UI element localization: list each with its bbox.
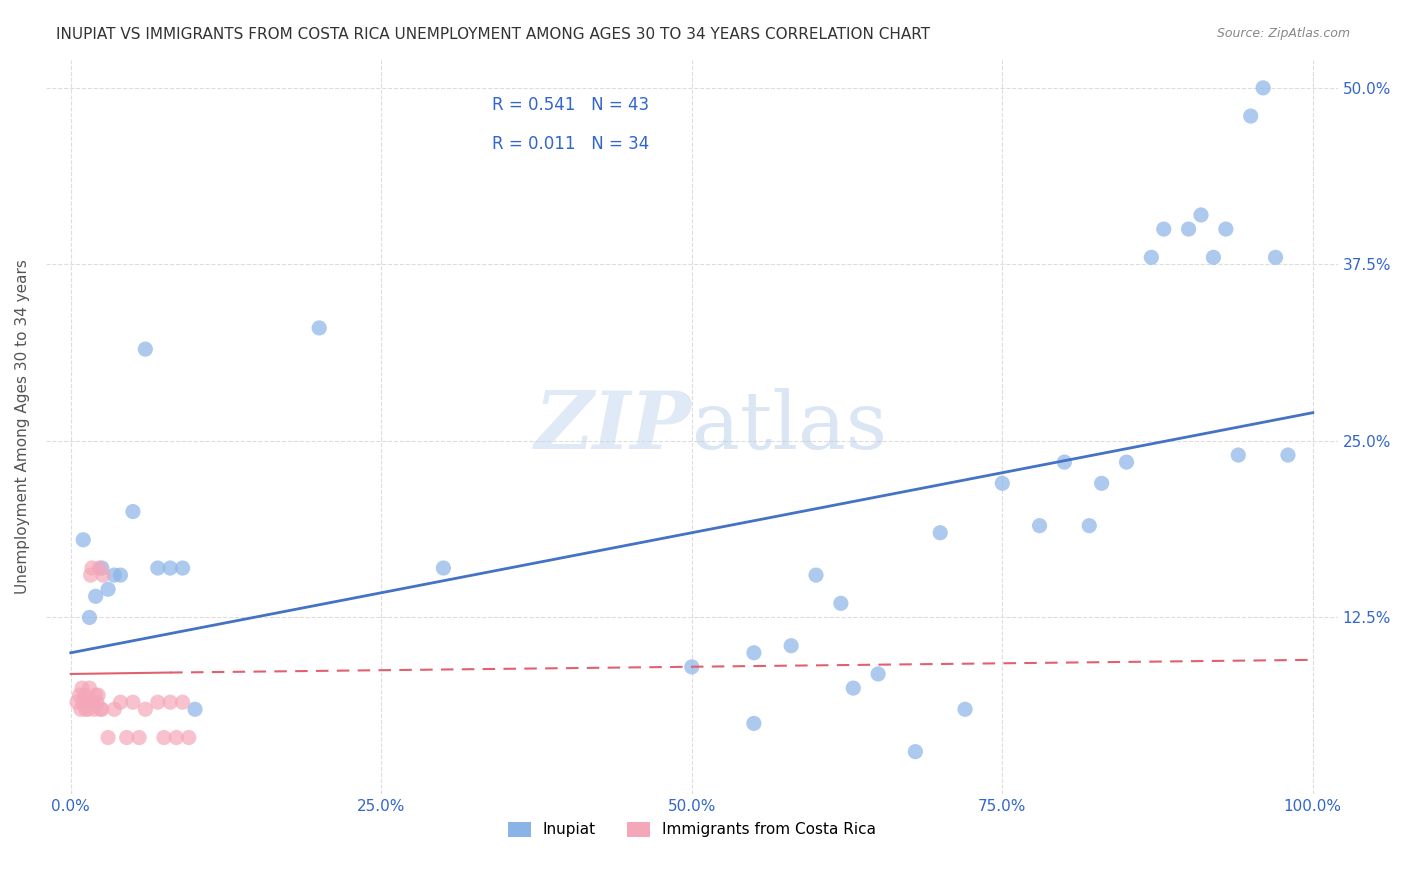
Point: [79, 568, 101, 582]
Point: [742, 716, 765, 731]
Point: [87, 688, 110, 702]
Point: [1153, 222, 1175, 236]
Point: [82, 695, 104, 709]
Point: [79, 681, 101, 695]
Point: [115, 731, 138, 745]
Point: [308, 321, 330, 335]
Point: [1189, 208, 1212, 222]
Point: [90, 702, 112, 716]
Text: R = 0.541   N = 43: R = 0.541 N = 43: [492, 96, 648, 114]
Point: [72, 533, 94, 547]
Point: [1215, 222, 1237, 236]
Point: [110, 695, 132, 709]
Point: [83, 702, 105, 716]
Point: [165, 731, 187, 745]
Point: [1115, 455, 1137, 469]
Point: [86, 695, 108, 709]
Point: [134, 702, 156, 716]
Point: [128, 731, 150, 745]
Y-axis label: Unemployment Among Ages 30 to 34 years: Unemployment Among Ages 30 to 34 years: [15, 260, 30, 594]
Point: [72, 695, 94, 709]
Point: [780, 639, 803, 653]
Point: [97, 731, 120, 745]
Point: [1202, 250, 1225, 264]
Point: [77, 702, 100, 716]
Point: [432, 561, 454, 575]
Point: [122, 504, 145, 518]
Point: [84, 688, 107, 702]
Point: [146, 695, 169, 709]
Point: [904, 745, 927, 759]
Point: [69, 702, 91, 716]
Point: [89, 561, 111, 575]
Point: [90, 702, 112, 716]
Point: [1028, 518, 1050, 533]
Point: [110, 568, 132, 582]
Point: [66, 695, 89, 709]
Point: [991, 476, 1014, 491]
Text: INUPIAT VS IMMIGRANTS FROM COSTA RICA UNEMPLOYMENT AMONG AGES 30 TO 34 YEARS COR: INUPIAT VS IMMIGRANTS FROM COSTA RICA UN…: [56, 27, 931, 42]
Point: [1140, 250, 1163, 264]
Point: [172, 561, 194, 575]
Point: [84, 589, 107, 603]
Point: [804, 568, 827, 582]
Legend: Inupiat, Immigrants from Costa Rica: Inupiat, Immigrants from Costa Rica: [501, 814, 883, 845]
Point: [929, 525, 952, 540]
Text: atlas: atlas: [692, 388, 887, 466]
Point: [830, 596, 852, 610]
Point: [79, 610, 101, 624]
Point: [681, 660, 703, 674]
Point: [103, 568, 125, 582]
Point: [742, 646, 765, 660]
Point: [1053, 455, 1076, 469]
Point: [70, 681, 93, 695]
Point: [177, 731, 200, 745]
Point: [80, 561, 103, 575]
Point: [90, 561, 112, 575]
Point: [1227, 448, 1250, 462]
Point: [159, 695, 181, 709]
Point: [1177, 222, 1199, 236]
Point: [69, 688, 91, 702]
Point: [122, 695, 145, 709]
Point: [73, 688, 96, 702]
Point: [159, 561, 181, 575]
Point: [172, 695, 194, 709]
Point: [103, 702, 125, 716]
Point: [1264, 250, 1286, 264]
Point: [76, 695, 98, 709]
Point: [1277, 448, 1299, 462]
Point: [97, 582, 120, 597]
Text: Source: ZipAtlas.com: Source: ZipAtlas.com: [1216, 27, 1350, 40]
Point: [153, 731, 176, 745]
Point: [1240, 109, 1263, 123]
Point: [1091, 476, 1114, 491]
Point: [146, 561, 169, 575]
Point: [1251, 80, 1274, 95]
Point: [1078, 518, 1101, 533]
Point: [868, 667, 890, 681]
Point: [953, 702, 976, 716]
Point: [91, 568, 114, 582]
Text: R = 0.011   N = 34: R = 0.011 N = 34: [492, 135, 648, 153]
Text: ZIP: ZIP: [534, 388, 692, 466]
Point: [842, 681, 865, 695]
Point: [184, 702, 207, 716]
Point: [134, 342, 156, 356]
Point: [75, 702, 97, 716]
